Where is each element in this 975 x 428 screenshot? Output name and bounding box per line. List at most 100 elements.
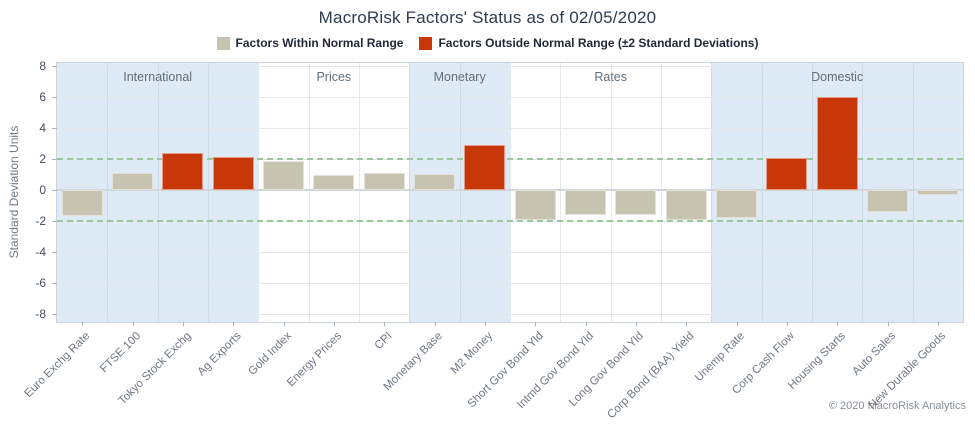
x-axis-label: Ag Exports — [195, 330, 244, 379]
bar-corp-bond-baa-yield[interactable] — [665, 190, 707, 221]
y-tick-label: 8 — [39, 59, 46, 73]
y-tick-mark — [52, 283, 57, 284]
gridline-vertical — [711, 63, 713, 322]
gridline-horizontal — [57, 97, 963, 98]
gridline-horizontal — [57, 252, 963, 253]
gridline-vertical — [107, 63, 109, 322]
y-tick-mark — [52, 252, 57, 253]
gridline-vertical — [560, 63, 562, 322]
y-tick-mark — [52, 97, 57, 98]
bar-euro-exchg-rate[interactable] — [61, 190, 103, 217]
bar-unemp-rate[interactable] — [716, 190, 757, 218]
x-tick-mark — [132, 322, 134, 326]
x-tick-mark — [535, 322, 537, 326]
chart-legend: Factors Within Normal Range Factors Outsi… — [0, 35, 975, 51]
x-axis-label: Auto Sales — [850, 330, 898, 378]
y-tick-label: 4 — [39, 121, 46, 135]
gridline-vertical — [761, 63, 763, 322]
gridline-vertical — [157, 63, 159, 322]
y-tick-label: -6 — [35, 276, 46, 290]
x-tick-mark — [585, 322, 587, 326]
legend-label-within: Factors Within Normal Range — [235, 36, 404, 50]
threshold-line-plus2 — [57, 158, 963, 160]
x-tick-mark — [635, 322, 637, 326]
bar-ag-exports[interactable] — [212, 157, 254, 190]
y-tick-label: -2 — [35, 214, 46, 228]
gridline-vertical — [610, 63, 612, 322]
y-tick-label: 0 — [39, 183, 46, 197]
gridline-vertical — [409, 63, 411, 322]
bar-m2-money[interactable] — [464, 145, 506, 190]
x-tick-mark — [182, 322, 184, 326]
bar-auto-sales[interactable] — [867, 190, 908, 213]
y-tick-label: -4 — [35, 245, 46, 259]
x-axis-label: FTSE 100 — [97, 330, 143, 376]
y-tick-label: 2 — [39, 152, 46, 166]
bar-energy-prices[interactable] — [313, 175, 355, 190]
bar-housing-starts[interactable] — [816, 97, 858, 190]
x-tick-mark — [283, 322, 285, 326]
y-tick-label: -8 — [35, 307, 46, 321]
bar-ftse-100[interactable] — [112, 172, 153, 190]
gridline-vertical — [258, 63, 260, 322]
gridline-vertical — [862, 63, 864, 322]
y-tick-mark — [52, 314, 57, 315]
y-tick-mark — [52, 66, 57, 67]
gridline-horizontal — [57, 128, 963, 129]
gridline-vertical — [208, 63, 209, 322]
chart-title: MacroRisk Factors' Status as of 02/05/20… — [318, 8, 657, 27]
gridline-vertical — [812, 63, 813, 322]
x-axis-label: CPI — [372, 330, 395, 353]
bar-new-durable-goods[interactable] — [917, 190, 959, 196]
group-band-monetary — [409, 63, 510, 322]
bar-long-gov-bond-yld[interactable] — [615, 190, 657, 215]
x-tick-mark — [82, 322, 84, 326]
gridline-vertical — [459, 63, 461, 322]
x-tick-mark — [384, 322, 386, 326]
bar-short-gov-bond-yld[interactable] — [514, 190, 556, 221]
x-axis-label: M2 Money — [448, 330, 496, 377]
plot-area: International Prices Monetary Rates Domestic — [56, 62, 964, 323]
legend-item-within: Factors Within Normal Range — [216, 36, 404, 50]
legend-label-outside: Factors Outside Normal Range (±2 Standar… — [438, 36, 759, 50]
gridline-horizontal — [57, 314, 963, 315]
group-label-monetary: Monetary — [433, 70, 486, 84]
gridline-horizontal — [57, 283, 963, 284]
y-tick-mark — [52, 159, 57, 160]
y-tick-mark — [52, 221, 57, 222]
x-tick-mark — [333, 322, 335, 326]
bar-monetary-base[interactable] — [414, 173, 455, 190]
bar-tokyo-stock-exchg[interactable] — [162, 152, 204, 190]
group-label-international: International — [123, 70, 193, 84]
x-tick-mark — [786, 322, 788, 326]
x-axis-label: Corp Bond (BAA) Yield — [605, 330, 697, 422]
threshold-line-minus2 — [57, 220, 963, 222]
legend-swatch-outside — [419, 36, 433, 50]
x-tick-mark — [736, 322, 738, 326]
bar-cpi[interactable] — [363, 172, 405, 190]
group-label-domestic: Domestic — [811, 70, 864, 84]
y-tick-mark — [52, 190, 57, 191]
x-axis-label: Unemp Rate — [692, 330, 747, 385]
x-tick-mark — [887, 322, 889, 326]
gridline-horizontal — [57, 66, 963, 67]
x-tick-mark — [837, 322, 839, 326]
x-axis-label: Gold Index — [246, 330, 294, 378]
gridline-vertical — [661, 63, 662, 322]
x-axis-label: Euro Exchg Rate — [22, 330, 93, 400]
legend-item-outside: Factors Outside Normal Range (±2 Standar… — [419, 36, 758, 50]
bar-corp-cash-flow[interactable] — [766, 158, 808, 190]
bar-gold-index[interactable] — [263, 160, 304, 190]
x-tick-mark — [484, 322, 486, 326]
gridline-vertical — [912, 63, 914, 322]
gridline-vertical — [308, 63, 310, 322]
bar-intmd-gov-bond-yld[interactable] — [565, 190, 606, 215]
group-label-prices: Prices — [316, 70, 352, 84]
gridline-vertical — [510, 63, 511, 322]
gridline-vertical — [359, 63, 360, 322]
x-tick-mark — [233, 322, 235, 326]
zero-line — [57, 189, 963, 191]
x-tick-mark — [434, 322, 436, 326]
x-tick-mark — [686, 322, 688, 326]
